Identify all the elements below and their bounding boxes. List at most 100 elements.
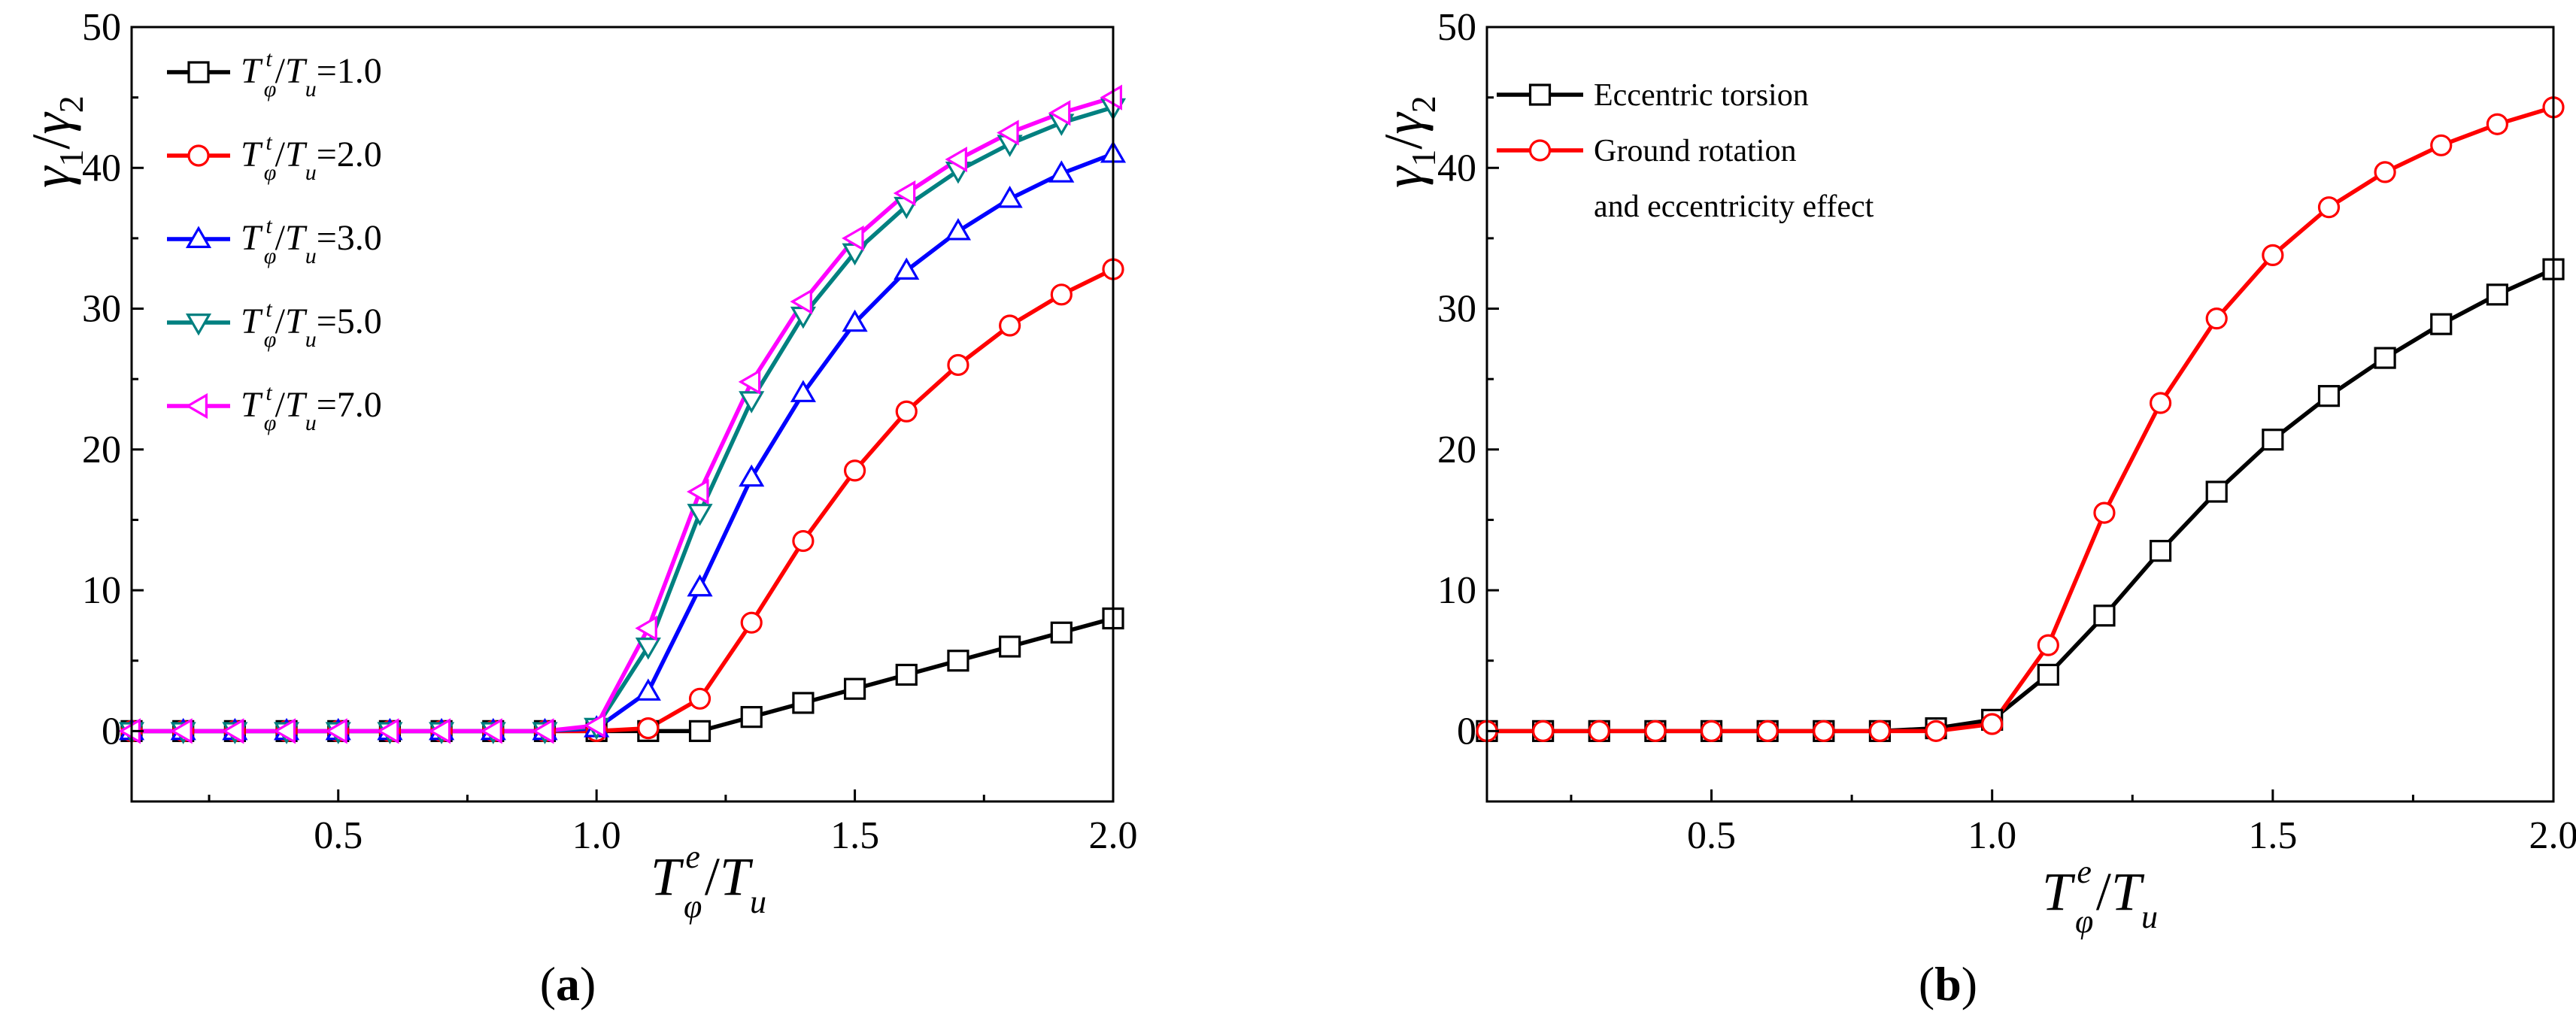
data-point bbox=[635, 615, 657, 641]
data-point bbox=[1868, 720, 1892, 742]
data-point bbox=[1756, 720, 1779, 742]
data-point bbox=[2430, 134, 2453, 156]
data-point bbox=[2262, 244, 2284, 266]
data-point bbox=[583, 712, 606, 738]
data-point bbox=[792, 692, 815, 714]
data-point bbox=[1644, 720, 1667, 742]
data-point bbox=[738, 368, 761, 395]
legend-marker bbox=[185, 392, 208, 420]
x-tick-label: 0.5 bbox=[314, 814, 363, 857]
data-point bbox=[2149, 540, 2172, 562]
data-point bbox=[740, 611, 763, 634]
plot-frame-b bbox=[1485, 26, 2555, 803]
data-point bbox=[1050, 621, 1073, 644]
data-point bbox=[893, 180, 916, 207]
y-tick-label: 50 bbox=[1437, 6, 1476, 49]
data-point bbox=[1100, 84, 1123, 111]
data-point bbox=[790, 289, 812, 315]
data-point bbox=[2037, 663, 2059, 686]
data-point bbox=[895, 663, 918, 686]
x-tick-label: 0.5 bbox=[1687, 814, 1736, 857]
chart-b: 0.5 1.0 1.5 2.0 0 10 20 30 40 50 γ1/γ2 Tφe/Tu Ecc… bbox=[1373, 6, 2576, 1010]
data-point bbox=[739, 391, 765, 414]
data-point bbox=[273, 718, 296, 744]
data-point bbox=[999, 635, 1021, 658]
y-tick-label: 30 bbox=[82, 288, 121, 331]
caption-a: (a) bbox=[540, 957, 596, 1010]
y-axis-label-a: γ1/γ2 bbox=[21, 95, 90, 188]
y-tick-label: 40 bbox=[1437, 147, 1476, 189]
data-point bbox=[170, 718, 193, 744]
data-point bbox=[2374, 347, 2396, 369]
x-tick-label: 1.5 bbox=[830, 814, 879, 857]
data-point bbox=[325, 718, 347, 744]
data-point bbox=[790, 380, 816, 402]
data-point bbox=[1048, 100, 1071, 126]
legend-label: Eccentric torsion bbox=[1594, 78, 1809, 113]
data-point bbox=[947, 353, 969, 377]
data-point bbox=[2262, 429, 2284, 451]
data-point bbox=[997, 120, 1019, 146]
y-tick-label: 10 bbox=[82, 569, 121, 612]
data-point bbox=[2486, 113, 2508, 135]
y-tick-label: 10 bbox=[1437, 569, 1476, 612]
data-point bbox=[2205, 480, 2228, 503]
data-point bbox=[637, 717, 660, 740]
data-point bbox=[945, 218, 972, 241]
legend-marker bbox=[187, 144, 210, 167]
data-point bbox=[2037, 634, 2059, 656]
data-point bbox=[739, 464, 765, 487]
y-tick-label: 50 bbox=[82, 6, 121, 49]
data-point bbox=[687, 574, 713, 597]
data-point bbox=[688, 687, 712, 710]
x-axis-label-b: Tφe/Tu bbox=[2042, 853, 2158, 940]
data-point bbox=[1588, 720, 1610, 742]
legend-marker bbox=[185, 314, 212, 336]
data-point bbox=[997, 185, 1023, 208]
data-point bbox=[2149, 392, 2172, 414]
x-tick-label: 2.0 bbox=[2529, 814, 2576, 857]
series-line bbox=[1487, 267, 2555, 734]
data-point bbox=[1981, 713, 2004, 735]
legend-marker bbox=[187, 61, 210, 83]
data-point bbox=[1048, 160, 1075, 183]
legend-label: and eccentricity effect bbox=[1594, 189, 1874, 224]
data-point bbox=[1532, 720, 1555, 742]
legend-marker bbox=[1528, 83, 1552, 106]
data-point bbox=[428, 718, 451, 744]
data-point bbox=[1813, 720, 1835, 742]
data-point bbox=[2317, 196, 2341, 219]
x-tick-label: 1.0 bbox=[1968, 814, 2016, 857]
data-point bbox=[687, 504, 713, 526]
legend-label: Ground rotation bbox=[1594, 134, 1796, 168]
data-point bbox=[688, 720, 712, 742]
data-point bbox=[1925, 720, 1947, 742]
plot-frame-a bbox=[130, 26, 1115, 803]
data-point bbox=[999, 314, 1021, 337]
data-point bbox=[843, 459, 866, 482]
data-point bbox=[894, 257, 920, 280]
data-point bbox=[531, 718, 554, 744]
y-tick-label: 0 bbox=[1457, 710, 1476, 753]
data-point bbox=[635, 637, 661, 660]
y-tick-label: 20 bbox=[82, 429, 121, 471]
data-point bbox=[2093, 501, 2116, 524]
x-tick-label: 1.0 bbox=[572, 814, 621, 857]
legend-marker bbox=[1528, 139, 1552, 162]
data-point bbox=[376, 718, 399, 744]
data-point bbox=[2486, 283, 2508, 306]
data-point bbox=[687, 478, 709, 505]
data-point bbox=[792, 529, 815, 553]
data-point bbox=[945, 146, 967, 173]
data-point bbox=[480, 718, 502, 744]
data-point bbox=[1700, 720, 1723, 742]
data-point bbox=[2430, 313, 2453, 335]
